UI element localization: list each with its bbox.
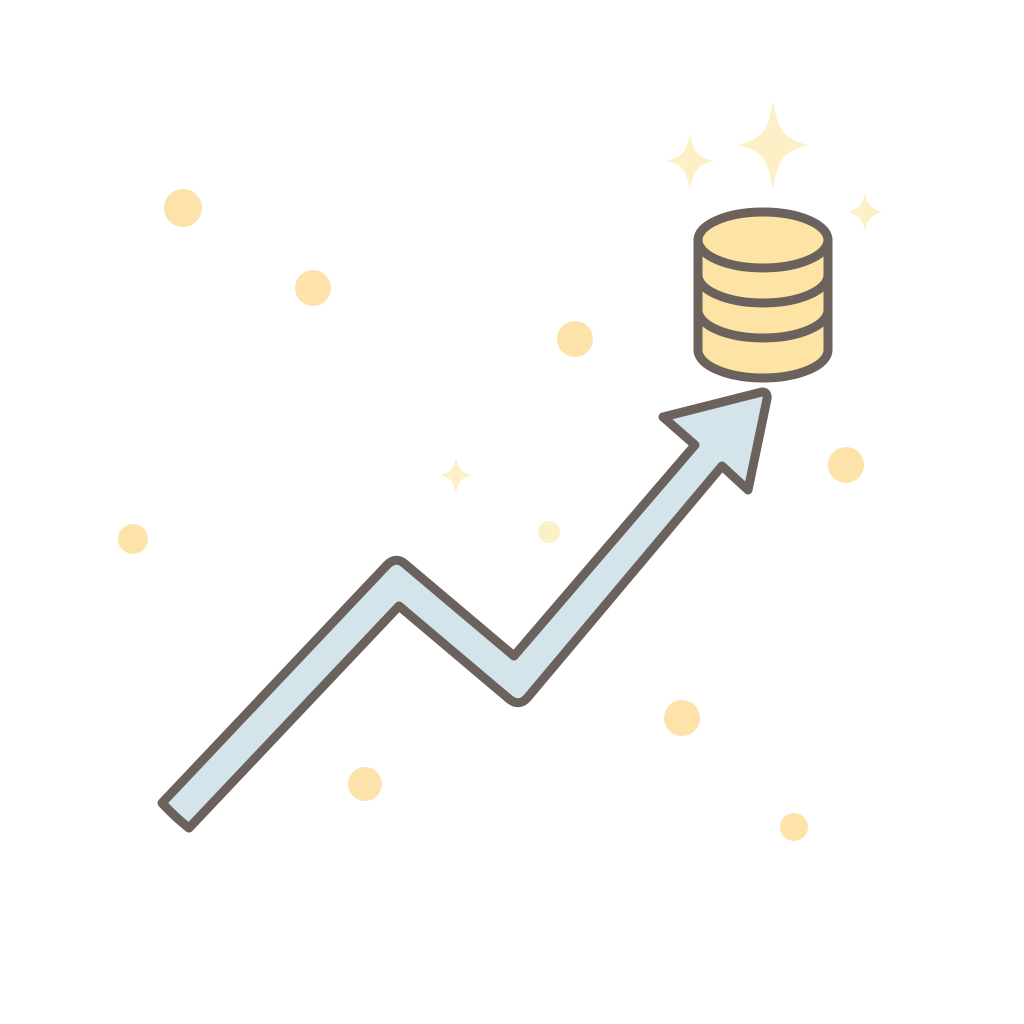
dot-icon <box>664 700 700 736</box>
coin-stack-body <box>693 235 833 383</box>
coin-top <box>693 207 833 273</box>
dot-icon <box>557 321 593 357</box>
coin-stack-icon <box>693 207 833 383</box>
sparkle-icon <box>848 193 882 231</box>
decorative-dots <box>118 189 864 841</box>
coin-divider <box>693 270 833 308</box>
sparkle-icon <box>738 100 808 190</box>
decorative-sparkles <box>440 100 882 493</box>
sparkle-icon <box>666 134 714 189</box>
dot-icon <box>295 270 331 306</box>
growth-arrow-icon <box>157 387 772 833</box>
sparkle-icon <box>440 458 472 493</box>
dot-icon <box>118 524 148 554</box>
dot-icon <box>828 447 864 483</box>
dot-icon <box>538 521 560 543</box>
growth-arrow-shape <box>157 387 772 833</box>
dot-icon <box>164 189 202 227</box>
dot-icon <box>348 767 382 801</box>
coin-divider <box>693 305 833 343</box>
dot-icon <box>780 813 808 841</box>
